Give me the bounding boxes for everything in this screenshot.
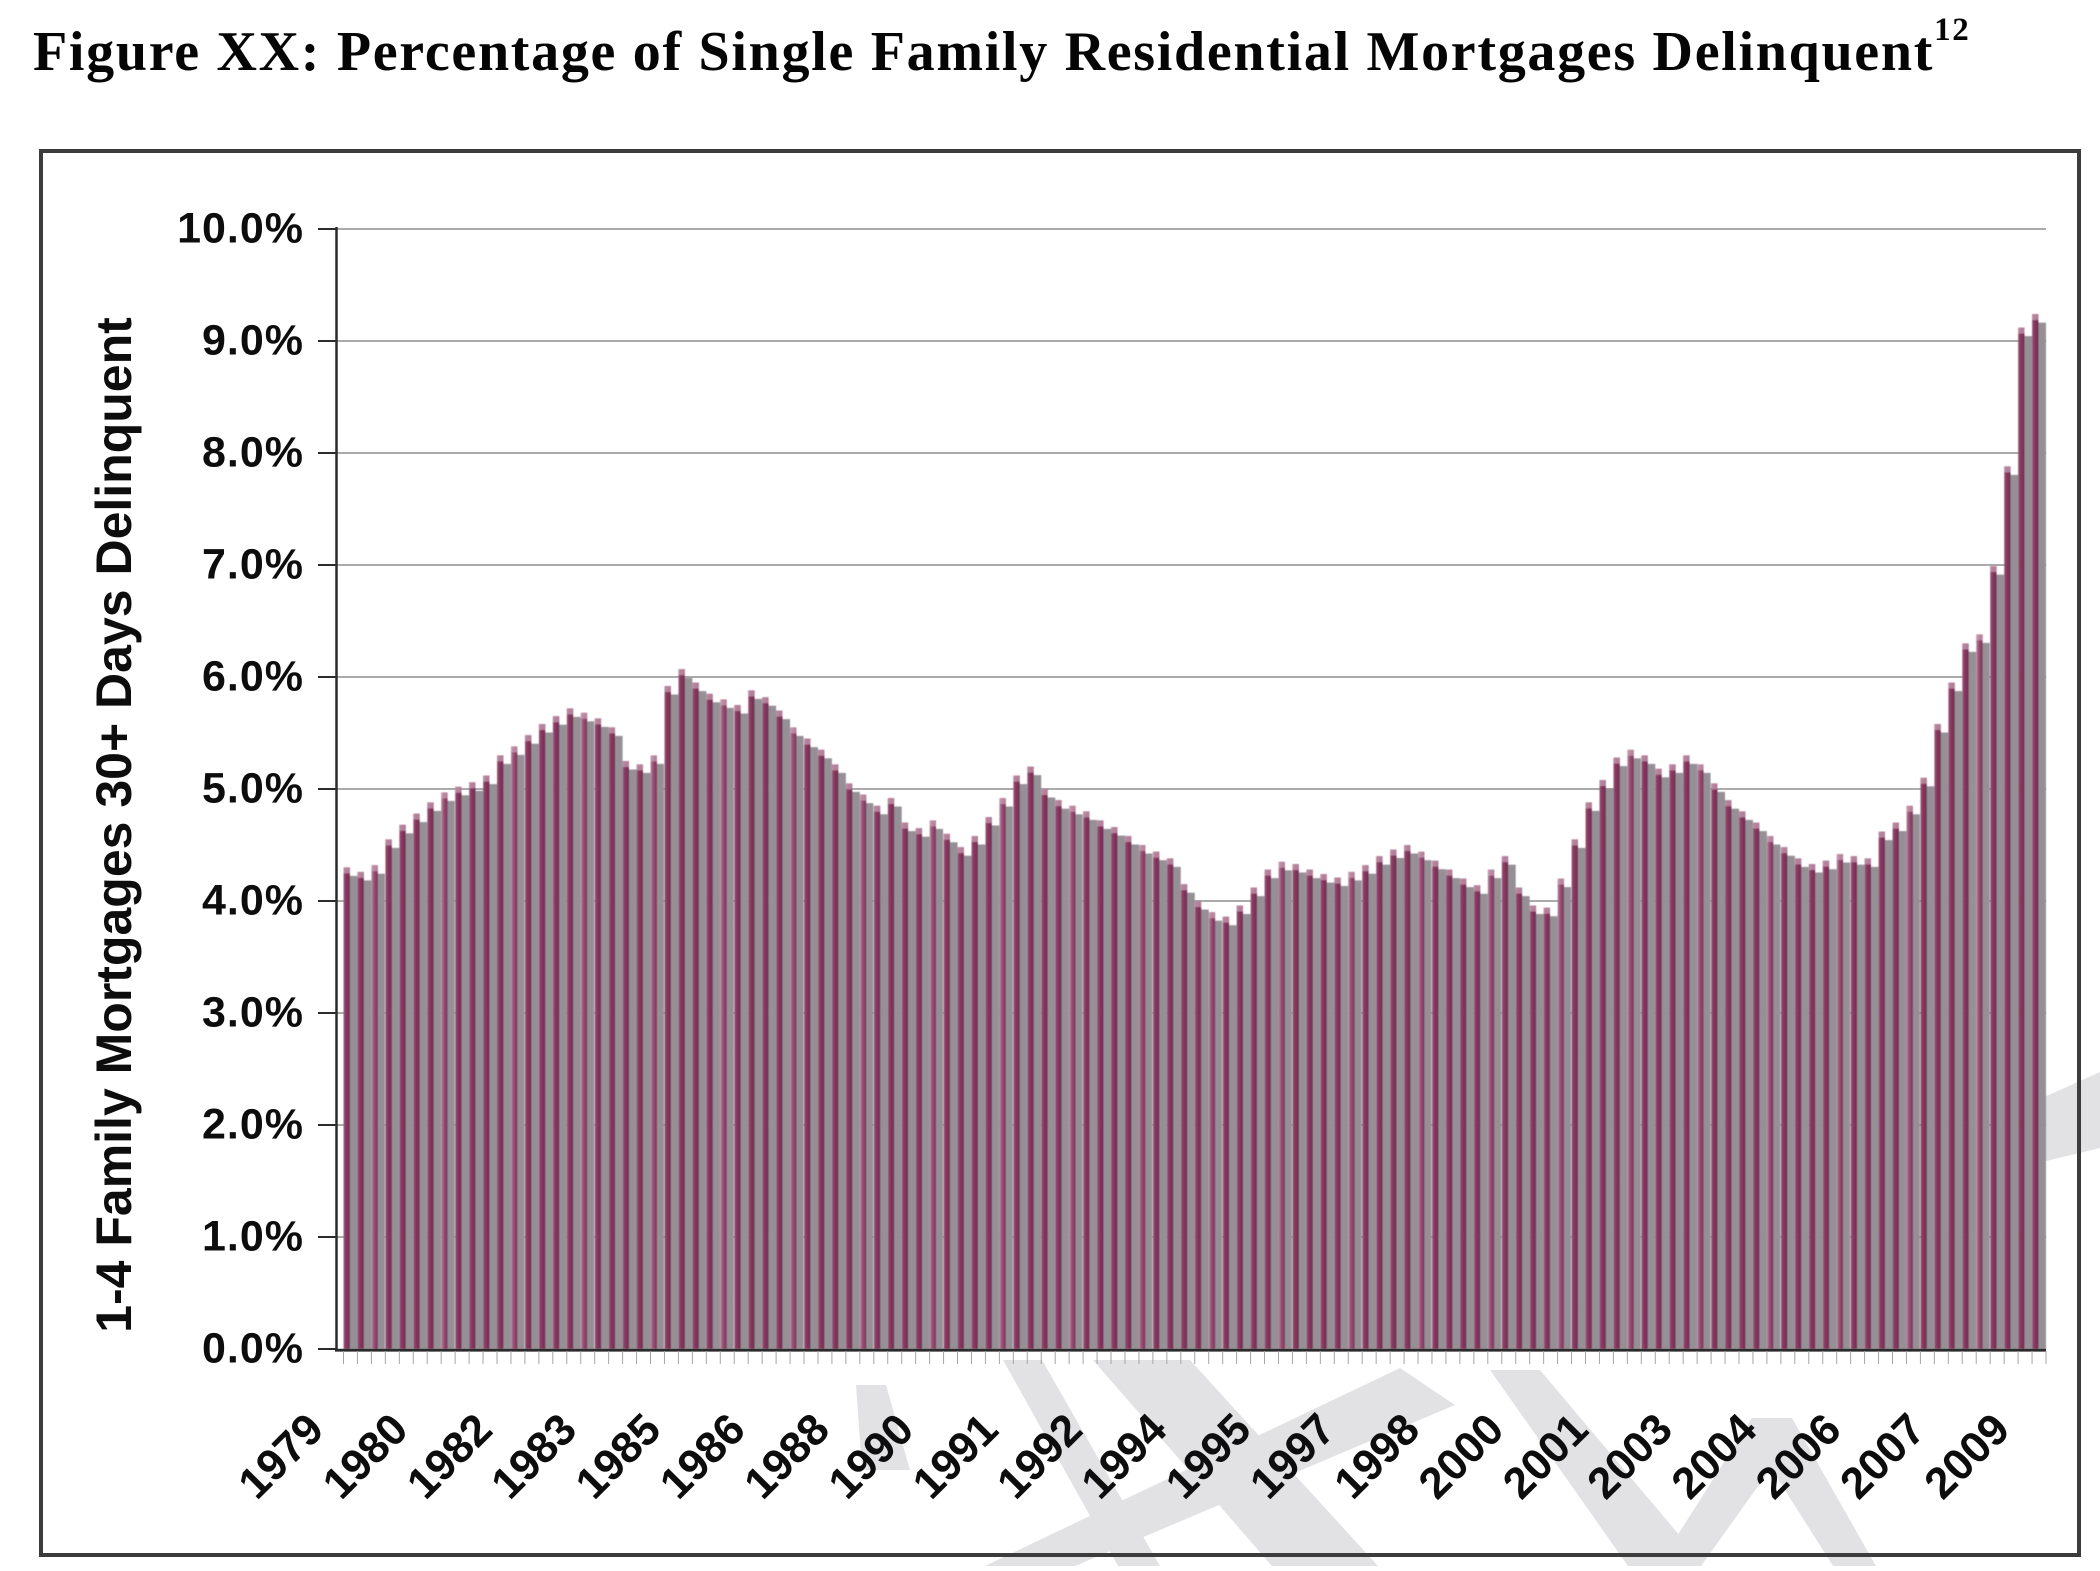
svg-text:0.0%: 0.0% — [202, 1325, 304, 1373]
svg-text:7.0%: 7.0% — [202, 541, 304, 589]
svg-text:1-4 Family Mortgages 30+ Days: 1-4 Family Mortgages 30+ Days Delinquent — [86, 317, 142, 1333]
svg-text:8.0%: 8.0% — [202, 429, 304, 477]
svg-text:5.0%: 5.0% — [202, 765, 304, 813]
svg-text:1.0%: 1.0% — [202, 1213, 304, 1261]
svg-text:10.0%: 10.0% — [177, 205, 304, 253]
svg-text:2.0%: 2.0% — [202, 1101, 304, 1149]
svg-text:4.0%: 4.0% — [202, 877, 304, 925]
svg-text:9.0%: 9.0% — [202, 317, 304, 365]
svg-text:3.0%: 3.0% — [202, 989, 304, 1037]
svg-text:Figure XX: Percentage of Singl: Figure XX: Percentage of Single Family R… — [33, 12, 1970, 83]
svg-text:6.0%: 6.0% — [202, 653, 304, 701]
